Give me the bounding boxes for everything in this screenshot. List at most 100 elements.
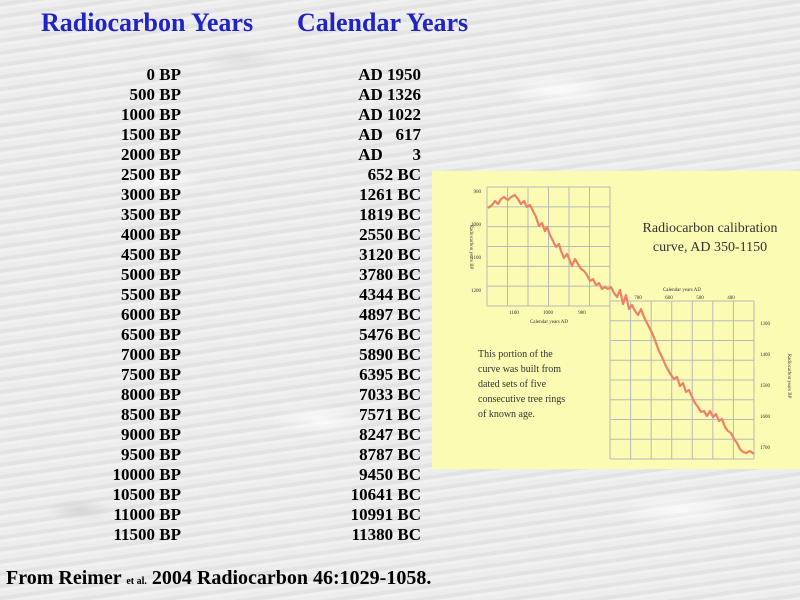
conversion-table: 0 BP AD 1950 500 BP AD 1326 1000 BP AD 1022 15…	[0, 65, 430, 545]
upper-xtick: 900	[578, 311, 586, 316]
calendar-value: 8787 BC	[359, 445, 421, 464]
calendar-value: 2550 BC	[359, 225, 421, 244]
citation-etal: et al.	[126, 576, 147, 587]
calendar-value: AD 1022	[358, 105, 421, 124]
radiocarbon-value: 7000 BP	[121, 345, 181, 364]
table-row: 2000 BP AD 3	[0, 145, 430, 165]
radiocarbon-value: 10000 BP	[112, 465, 181, 484]
citation-prefix: From Reimer	[6, 567, 122, 589]
figure-note-line: dated sets of five	[478, 379, 547, 390]
calendar-value: AD 1950	[358, 65, 421, 84]
radiocarbon-value: 11500 BP	[113, 525, 181, 544]
figure-title-line1: Radiocarbon calibration	[643, 221, 778, 236]
table-row: 6500 BP 5476 BC	[0, 325, 430, 345]
calendar-value: 1261 BC	[359, 185, 421, 204]
upper-ytick: 1200	[471, 289, 482, 294]
figure-note-line: consecutive tree rings	[478, 394, 565, 405]
calendar-value: 4897 BC	[359, 305, 421, 324]
calendar-value: AD 1326	[358, 85, 421, 104]
lower-xtick: 600	[665, 296, 673, 301]
lower-ytick: 1500	[760, 384, 771, 389]
radiocarbon-value: 10500 BP	[112, 485, 181, 504]
calendar-value: 5476 BC	[359, 325, 421, 344]
table-row: 1500 BP AD 617	[0, 125, 430, 145]
radiocarbon-value: 11000 BP	[113, 505, 181, 524]
upper-xtick: 1000	[543, 311, 554, 316]
calendar-value: 9450 BC	[359, 465, 421, 484]
calibration-curve-line	[487, 193, 755, 455]
table-row: 500 BP AD 1326	[0, 85, 430, 105]
table-row: 1000 BP AD 1022	[0, 105, 430, 125]
radiocarbon-value: 8000 BP	[121, 385, 181, 404]
upper-ylabel: Radiocarbon years BP	[468, 225, 473, 270]
lower-ylabel: Radiocarbon years BP	[786, 354, 791, 399]
table-row: 3000 BP 1261 BC	[0, 185, 430, 205]
lower-xtick: 700	[634, 296, 642, 301]
lower-ytick: 1300	[760, 322, 771, 327]
radiocarbon-value: 1000 BP	[121, 105, 181, 124]
table-row: 7500 BP 6395 BC	[0, 365, 430, 385]
lower-ytick: 1600	[760, 415, 771, 420]
table-row: 6000 BP 4897 BC	[0, 305, 430, 325]
table-row: 10500 BP 10641 BC	[0, 485, 430, 505]
radiocarbon-value: 8500 BP	[121, 405, 181, 424]
radiocarbon-value: 2000 BP	[121, 145, 181, 164]
calendar-value: AD 3	[358, 145, 421, 164]
radiocarbon-value: 6000 BP	[121, 305, 181, 324]
table-row: 4000 BP 2550 BC	[0, 225, 430, 245]
radiocarbon-value: 2500 BP	[121, 165, 181, 184]
lower-xtick: 500	[696, 296, 704, 301]
figure-note-line: This portion of the	[478, 349, 553, 360]
radiocarbon-value: 5000 BP	[121, 265, 181, 284]
radiocarbon-years-heading: Radiocarbon Years	[41, 8, 254, 37]
figure-title-line2: curve, AD 350-1150	[653, 240, 767, 255]
calendar-value: 7571 BC	[359, 405, 421, 424]
calendar-years-heading: Calendar Years	[297, 8, 469, 37]
table-row: 10000 BP 9450 BC	[0, 465, 430, 485]
table-row: 7000 BP 5890 BC	[0, 345, 430, 365]
calendar-value: 5890 BC	[359, 345, 421, 364]
calibration-curve-svg: 900 1000 1100 1200 1100 1000 900 Calendar years…	[468, 186, 791, 460]
lower-ytick: 1400	[760, 353, 771, 358]
radiocarbon-value: 4000 BP	[121, 225, 181, 244]
radiocarbon-value: 9000 BP	[121, 425, 181, 444]
upper-ytick: 1100	[471, 256, 481, 261]
calendar-value: 3780 BC	[359, 265, 421, 284]
figure-note-line: curve was built from	[478, 364, 561, 375]
calendar-value: 10991 BC	[350, 505, 421, 524]
table-row: 8500 BP 7571 BC	[0, 405, 430, 425]
lower-xtick: 400	[727, 296, 735, 301]
radiocarbon-value: 6500 BP	[121, 325, 181, 344]
calendar-value: 10641 BC	[350, 485, 421, 504]
calendar-value: 7033 BC	[359, 385, 421, 404]
radiocarbon-value: 500 BP	[129, 85, 181, 104]
table-row: 5500 BP 4344 BC	[0, 285, 430, 305]
lower-ytick: 1700	[760, 446, 771, 451]
radiocarbon-value: 3500 BP	[121, 205, 181, 224]
calendar-value: 8247 BC	[359, 425, 421, 444]
calendar-value: 6395 BC	[359, 365, 421, 384]
table-row: 9000 BP 8247 BC	[0, 425, 430, 445]
figure-note-line: of known age.	[478, 409, 535, 420]
calendar-value: 1819 BC	[359, 205, 421, 224]
upper-xlabel: Calendar years AD	[530, 320, 568, 325]
table-row: 2500 BP 652 BC	[0, 165, 430, 185]
table-row: 3500 BP 1819 BC	[0, 205, 430, 225]
table-row: 4500 BP 3120 BC	[0, 245, 430, 265]
calibration-curve-figure: 900 1000 1100 1200 1100 1000 900 Calendar years…	[432, 171, 800, 469]
radiocarbon-value: 9500 BP	[121, 445, 181, 464]
calendar-value: 11380 BC	[351, 525, 421, 544]
table-row: 8000 BP 7033 BC	[0, 385, 430, 405]
table-row: 11000 BP 10991 BC	[0, 505, 430, 525]
calendar-value: 652 BC	[367, 165, 421, 184]
calendar-value: AD 617	[358, 125, 421, 144]
table-row: 11500 BP 11380 BC	[0, 525, 430, 545]
upper-xtick: 1100	[509, 311, 519, 316]
calendar-value: 3120 BC	[359, 245, 421, 264]
table-row: 5000 BP 3780 BC	[0, 265, 430, 285]
upper-ytick: 900	[474, 190, 482, 195]
citation: From Reimer et al. 2004 Radiocarbon 46:1…	[6, 567, 431, 590]
radiocarbon-value: 1500 BP	[121, 125, 181, 144]
radiocarbon-value: 4500 BP	[121, 245, 181, 264]
radiocarbon-value: 0 BP	[146, 65, 181, 84]
